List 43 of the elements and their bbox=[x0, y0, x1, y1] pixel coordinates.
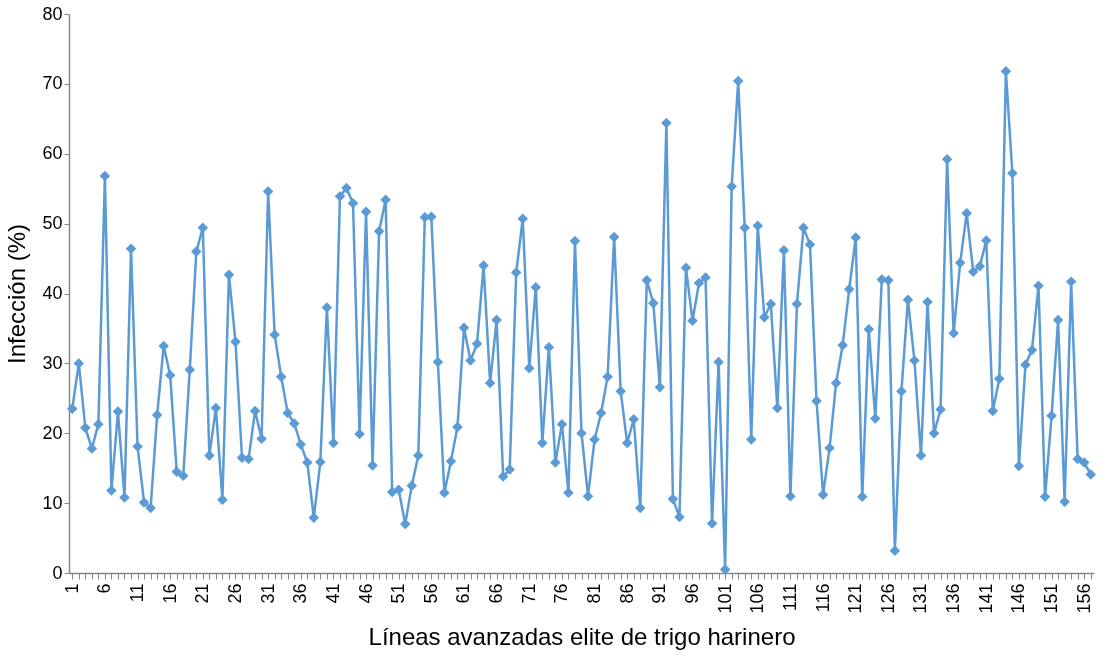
x-tick-label: 26 bbox=[224, 583, 245, 604]
x-tick-label: 11 bbox=[127, 583, 148, 603]
x-tick-label: 46 bbox=[355, 583, 376, 604]
x-tick-label: 96 bbox=[681, 583, 702, 604]
x-axis-title: Líneas avanzadas elite de trigo harinero bbox=[368, 622, 796, 650]
x-tick-label: 106 bbox=[747, 583, 768, 614]
x-tick-label: 121 bbox=[845, 583, 866, 614]
x-tick-label: 101 bbox=[714, 583, 735, 614]
x-tick-label: 126 bbox=[877, 583, 898, 614]
x-tick-label: 146 bbox=[1008, 583, 1029, 614]
y-tick-label: 20 bbox=[42, 422, 63, 443]
x-tick-label: 86 bbox=[616, 583, 637, 604]
x-tick-label: 81 bbox=[584, 583, 605, 604]
x-tick-label: 76 bbox=[551, 583, 572, 604]
x-tick-label: 111 bbox=[779, 583, 800, 611]
x-tick-label: 131 bbox=[910, 583, 931, 614]
x-tick-label: 141 bbox=[975, 583, 996, 614]
x-tick-label: 16 bbox=[159, 583, 180, 604]
y-tick-label: 80 bbox=[42, 3, 63, 24]
y-tick-label: 30 bbox=[42, 352, 63, 373]
x-tick-label: 41 bbox=[322, 583, 343, 604]
x-tick-label: 36 bbox=[290, 583, 311, 604]
y-tick-label: 0 bbox=[52, 562, 63, 583]
y-tick-label: 50 bbox=[42, 213, 63, 234]
y-tick-label: 70 bbox=[42, 73, 63, 94]
x-tick-label: 61 bbox=[453, 583, 474, 604]
y-tick-label: 10 bbox=[42, 492, 63, 513]
y-axis-title: Infección (%) bbox=[3, 223, 31, 365]
x-tick-label: 116 bbox=[812, 583, 833, 613]
x-tick-label: 31 bbox=[257, 583, 278, 604]
x-tick-label: 136 bbox=[943, 583, 964, 614]
x-tick-label: 21 bbox=[192, 583, 213, 604]
x-tick-label: 56 bbox=[420, 583, 441, 604]
x-tick-label: 1 bbox=[61, 583, 82, 594]
x-tick-label: 71 bbox=[518, 583, 539, 604]
x-tick-label: 156 bbox=[1073, 583, 1094, 614]
x-tick-label: 151 bbox=[1041, 583, 1062, 614]
x-tick-label: 6 bbox=[94, 583, 115, 594]
y-tick-label: 60 bbox=[42, 143, 63, 164]
x-tick-label: 51 bbox=[388, 583, 409, 604]
x-tick-label: 91 bbox=[649, 583, 670, 604]
y-tick-label: 40 bbox=[42, 283, 63, 303]
x-tick-label: 66 bbox=[486, 583, 507, 604]
